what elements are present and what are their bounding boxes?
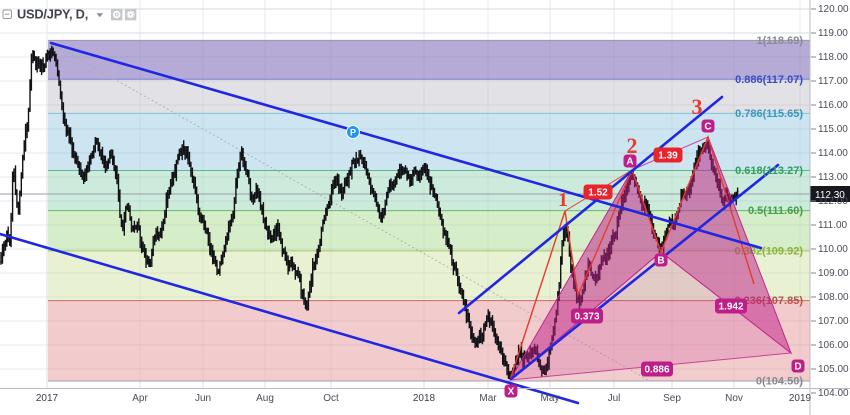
svg-text:2017: 2017 <box>36 393 59 404</box>
svg-text:111.00: 111.00 <box>818 220 848 231</box>
svg-text:Nov: Nov <box>725 393 743 404</box>
svg-text:1: 1 <box>558 189 568 211</box>
svg-text:1.52: 1.52 <box>588 188 608 199</box>
svg-text:117.00: 117.00 <box>818 76 848 87</box>
svg-text:112.30: 112.30 <box>815 190 845 201</box>
svg-text:112.00: 112.00 <box>818 196 848 207</box>
svg-text:109.00: 109.00 <box>818 268 849 279</box>
svg-text:0.618(113.27): 0.618(113.27) <box>735 165 803 177</box>
svg-text:1.942: 1.942 <box>718 302 743 313</box>
svg-text:105.00: 105.00 <box>818 364 849 375</box>
svg-text:119.00: 119.00 <box>818 28 848 39</box>
svg-text:0.886: 0.886 <box>644 365 669 376</box>
svg-text:2019: 2019 <box>789 393 812 404</box>
svg-text:116.00: 116.00 <box>818 100 848 111</box>
svg-text:114.00: 114.00 <box>818 148 848 159</box>
svg-text:Aug: Aug <box>256 393 274 404</box>
svg-text:113.00: 113.00 <box>818 172 848 183</box>
svg-text:115.00: 115.00 <box>818 124 848 135</box>
svg-text:Jun: Jun <box>195 393 211 404</box>
svg-text:C: C <box>704 122 711 133</box>
svg-text:107.00: 107.00 <box>818 316 849 327</box>
svg-text:104.00: 104.00 <box>818 388 849 399</box>
svg-text:B: B <box>657 256 664 267</box>
svg-text:110.00: 110.00 <box>818 244 848 255</box>
svg-text:X: X <box>508 387 515 398</box>
svg-text:A: A <box>626 157 633 168</box>
svg-text:Jul: Jul <box>608 393 621 404</box>
svg-text:P: P <box>350 128 356 138</box>
svg-text:3: 3 <box>692 94 703 119</box>
svg-text:2: 2 <box>627 133 638 158</box>
svg-text:0(104.50): 0(104.50) <box>756 376 803 388</box>
svg-text:Sep: Sep <box>663 393 681 404</box>
svg-text:1.39: 1.39 <box>658 151 678 162</box>
svg-text:Oct: Oct <box>323 393 339 404</box>
svg-text:May: May <box>541 393 560 404</box>
svg-text:118.00: 118.00 <box>818 52 848 63</box>
svg-text:1(118.69): 1(118.69) <box>757 35 804 47</box>
svg-text:0.373: 0.373 <box>574 312 599 323</box>
svg-text:0.886(117.07): 0.886(117.07) <box>735 74 803 86</box>
svg-text:0.786(115.65): 0.786(115.65) <box>735 108 803 120</box>
svg-text:Apr: Apr <box>132 393 148 404</box>
svg-text:Mar: Mar <box>479 393 497 404</box>
svg-text:108.00: 108.00 <box>818 292 849 303</box>
svg-text:0.5(111.60): 0.5(111.60) <box>748 205 803 217</box>
svg-text:D: D <box>794 362 801 373</box>
svg-text:USD/JPY, D,: USD/JPY, D, <box>17 7 88 22</box>
svg-text:120.00: 120.00 <box>818 4 849 15</box>
svg-text:106.00: 106.00 <box>818 340 849 351</box>
svg-text:2018: 2018 <box>413 393 436 404</box>
